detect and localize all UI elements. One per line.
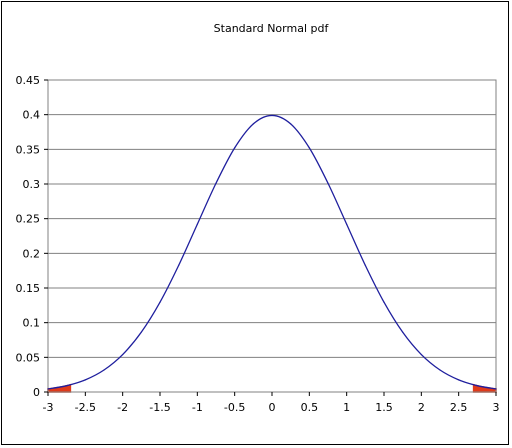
plot-area	[47, 79, 497, 393]
data-point-5	[140, 331, 142, 333]
data-point-23	[476, 385, 478, 387]
y-axis-ticks: 0 0.05 0.1 0.15 0.2 0.25 0.3 0.35 0.4 0.45	[16, 74, 48, 399]
data-point-3	[103, 369, 105, 371]
data-point-12	[271, 114, 273, 117]
x-tick-label: 3	[493, 401, 500, 414]
x-tick-label: 0	[269, 401, 276, 414]
x-tick-label: 1.5	[375, 401, 393, 414]
x-tick-label: 2.5	[450, 401, 468, 414]
data-point-11	[252, 123, 254, 125]
data-point-21	[439, 369, 441, 371]
data-point-4	[122, 353, 124, 356]
data-point-9	[215, 182, 217, 184]
y-tick-label: 0.05	[16, 351, 41, 364]
y-tick-label: 0.35	[16, 143, 41, 156]
data-point-24	[495, 388, 497, 390]
x-tick-label: -0.5	[224, 401, 245, 414]
pdf-curve	[47, 114, 497, 390]
x-tick-label: -3	[43, 401, 54, 414]
data-point-15	[327, 182, 329, 184]
y-tick-label: 0.25	[16, 213, 41, 226]
data-point-16	[346, 223, 348, 225]
data-point-6	[159, 301, 161, 303]
gridlines	[48, 114, 496, 358]
pdf-curve-group	[47, 114, 497, 390]
data-point-1	[66, 385, 68, 387]
y-tick-label: 0.1	[23, 317, 41, 330]
data-point-19	[402, 331, 404, 333]
data-point-14	[308, 147, 310, 149]
data-point-22	[458, 379, 460, 381]
data-point-17	[364, 264, 366, 266]
y-tick-label: 0.45	[16, 74, 41, 87]
tail-shading	[47, 383, 497, 393]
data-point-7	[178, 264, 180, 266]
y-tick-label: 0.2	[23, 247, 41, 260]
x-tick-label: -1	[192, 401, 203, 414]
data-point-0	[47, 388, 49, 390]
y-tick-label: 0	[33, 386, 40, 399]
data-point-18	[383, 301, 385, 303]
data-point-20	[420, 353, 422, 356]
x-tick-label: 2	[418, 401, 425, 414]
x-tick-label: -2.5	[75, 401, 96, 414]
x-tick-label: -1.5	[149, 401, 170, 414]
y-tick-label: 0.3	[23, 178, 41, 191]
chart-title: Standard Normal pdf	[214, 22, 330, 35]
data-point-8	[196, 223, 198, 225]
y-tick-label: 0.15	[16, 282, 41, 295]
x-tick-label: 0.5	[301, 401, 319, 414]
data-point-13	[290, 123, 292, 125]
x-tick-label: -2	[117, 401, 128, 414]
x-axis-ticks: -3 -2.5 -2 -1.5 -1 -0.5 0 0.5 1 1.5 2 2.5 3	[43, 392, 500, 414]
x-tick-label: 1	[343, 401, 350, 414]
y-tick-label: 0.4	[23, 109, 41, 122]
data-point-10	[234, 147, 236, 149]
data-point-2	[84, 379, 86, 381]
